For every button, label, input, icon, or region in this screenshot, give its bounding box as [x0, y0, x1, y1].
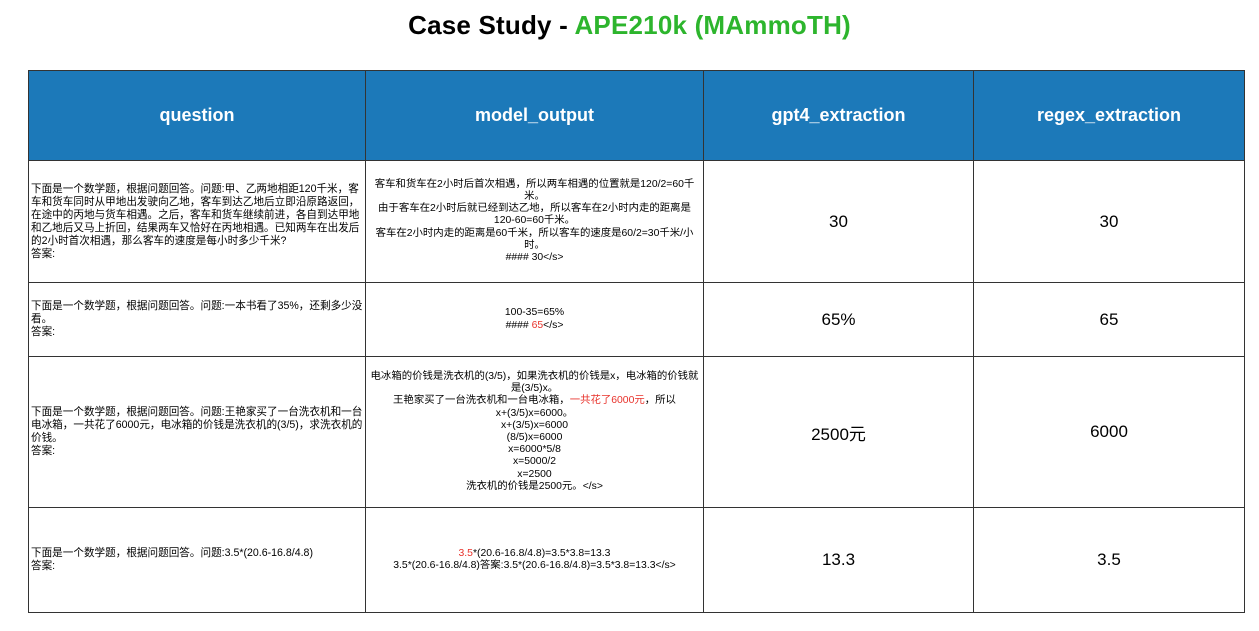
gpt4-extraction-cell: 30: [703, 160, 974, 283]
model-output-line: 3.5*(20.6-16.8/4.8)答案:3.5*(20.6-16.8/4.8…: [393, 560, 676, 571]
table-row: 下面是一个数学题，根据问题回答。问题:王艳家买了一台洗衣机和一台电冰箱，一共花了…: [28, 356, 1245, 508]
model-output-text: ####: [505, 319, 532, 331]
model-output-line: x=2500: [517, 468, 552, 480]
answer-label: 答案:: [31, 326, 56, 338]
model-output-text: ，所以: [644, 395, 676, 407]
header-model-output: model_output: [365, 70, 704, 161]
highlighted-text: 65: [531, 319, 544, 331]
answer-label: 答案:: [31, 247, 56, 260]
model-output-cell: 3.5*(20.6-16.8/4.8)=3.5*3.8=13.3 3.5*(20.…: [365, 507, 704, 613]
model-output-text: 王艳家买了一台洗衣机和一台电冰箱，: [393, 395, 570, 407]
model-output-line: 王艳家买了一台洗衣机和一台电冰箱，一共花了6000元，所以: [368, 395, 701, 407]
question-text: 下面是一个数学题，根据问题回答。问题:王艳家买了一台洗衣机和一台电冰箱，一共花了…: [31, 406, 363, 444]
model-output-line: x+(3/5)x=6000。: [495, 407, 574, 419]
table-row: 下面是一个数学题，根据问题回答。问题:一本书看了35%，还剩多少没看。 答案: 10…: [28, 282, 1245, 357]
question-text: 下面是一个数学题，根据问题回答。问题:3.5*(20.6-16.8/4.8): [31, 547, 313, 559]
model-output-cell: 电冰箱的价钱是洗衣机的(3/5)，如果洗衣机的价钱是x，电冰箱的价钱就是(3/5…: [365, 356, 704, 508]
model-output-line: 客车在2小时内走的距离是60千米，所以客车的速度是60/2=30千米/小时。: [375, 227, 694, 251]
model-output-line: x+(3/5)x=6000: [500, 419, 568, 431]
page-title: Case Study - APE210k (MAmmoTH): [0, 10, 1259, 41]
title-prefix: Case Study -: [408, 10, 575, 40]
answer-label: 答案:: [31, 445, 56, 457]
question-cell: 下面是一个数学题，根据问题回答。问题:一本书看了35%，还剩多少没看。 答案:: [28, 282, 366, 357]
header-row: question model_output gpt4_extraction re…: [28, 70, 1245, 161]
header-regex-extraction: regex_extraction: [973, 70, 1245, 161]
regex-extraction-cell: 65: [973, 282, 1245, 357]
regex-extraction-cell: 3.5: [973, 507, 1245, 613]
gpt4-extraction-cell: 2500元: [703, 356, 974, 508]
table-body: 下面是一个数学题，根据问题回答。问题:甲、乙两地相距120千米，客车和货车同时从…: [28, 160, 1245, 613]
model-output-cell: 100-35=65% #### 65</s>: [365, 282, 704, 357]
model-output-line: 100-35=65%: [504, 307, 565, 319]
model-output-cell: 客车和货车在2小时后首次相遇，所以两车相遇的位置就是120/2=60千米。 由于客…: [365, 160, 704, 283]
header-gpt4-extraction: gpt4_extraction: [703, 70, 974, 161]
model-output-line: (8/5)x=6000: [506, 432, 563, 443]
model-output-text: *(20.6-16.8/4.8)=3.5*3.8=13.3: [472, 547, 611, 559]
model-output-line: 客车和货车在2小时后首次相遇，所以两车相遇的位置就是120/2=60千米。: [374, 178, 695, 202]
model-output-line: 洗衣机的价钱是2500元。</s>: [466, 480, 603, 492]
model-output-line: x=5000/2: [512, 456, 557, 468]
case-study-table: question model_output gpt4_extraction re…: [28, 70, 1245, 613]
model-output-line: 电冰箱的价钱是洗衣机的(3/5)，如果洗衣机的价钱是x，电冰箱的价钱就是(3/5…: [370, 370, 699, 395]
question-cell: 下面是一个数学题，根据问题回答。问题:甲、乙两地相距120千米，客车和货车同时从…: [28, 160, 366, 283]
highlighted-text: 3.5: [458, 547, 473, 559]
header-question: question: [28, 70, 366, 161]
model-output-line: #### 65</s>: [368, 320, 701, 332]
question-text: 下面是一个数学题，根据问题回答。问题:甲、乙两地相距120千米，客车和货车同时从…: [31, 182, 360, 247]
question-cell: 下面是一个数学题，根据问题回答。问题:王艳家买了一台洗衣机和一台电冰箱，一共花了…: [28, 356, 366, 508]
gpt4-extraction-cell: 65%: [703, 282, 974, 357]
question-cell: 下面是一个数学题，根据问题回答。问题:3.5*(20.6-16.8/4.8) 答案…: [28, 507, 366, 613]
regex-extraction-cell: 30: [973, 160, 1245, 283]
answer-label: 答案:: [31, 560, 56, 572]
model-output-line: 3.5*(20.6-16.8/4.8)=3.5*3.8=13.3: [368, 548, 701, 560]
regex-extraction-cell: 6000: [973, 356, 1245, 508]
question-text: 下面是一个数学题，根据问题回答。问题:一本书看了35%，还剩多少没看。: [31, 300, 363, 325]
gpt4-extraction-cell: 13.3: [703, 507, 974, 613]
model-output-line: x=6000*5/8: [508, 444, 561, 456]
table-row: 下面是一个数学题，根据问题回答。问题:甲、乙两地相距120千米，客车和货车同时从…: [28, 160, 1245, 283]
model-output-line: 由于客车在2小时后就已经到达乙地，所以客车在2小时内走的距离是120-60=60…: [378, 203, 691, 227]
table-row: 下面是一个数学题，根据问题回答。问题:3.5*(20.6-16.8/4.8) 答案…: [28, 507, 1245, 613]
highlighted-text: 一共花了6000元: [569, 395, 645, 407]
model-output-text: </s>: [543, 319, 564, 331]
title-highlight: APE210k (MAmmoTH): [574, 10, 851, 40]
model-output-line: #### 30</s>: [505, 252, 564, 263]
